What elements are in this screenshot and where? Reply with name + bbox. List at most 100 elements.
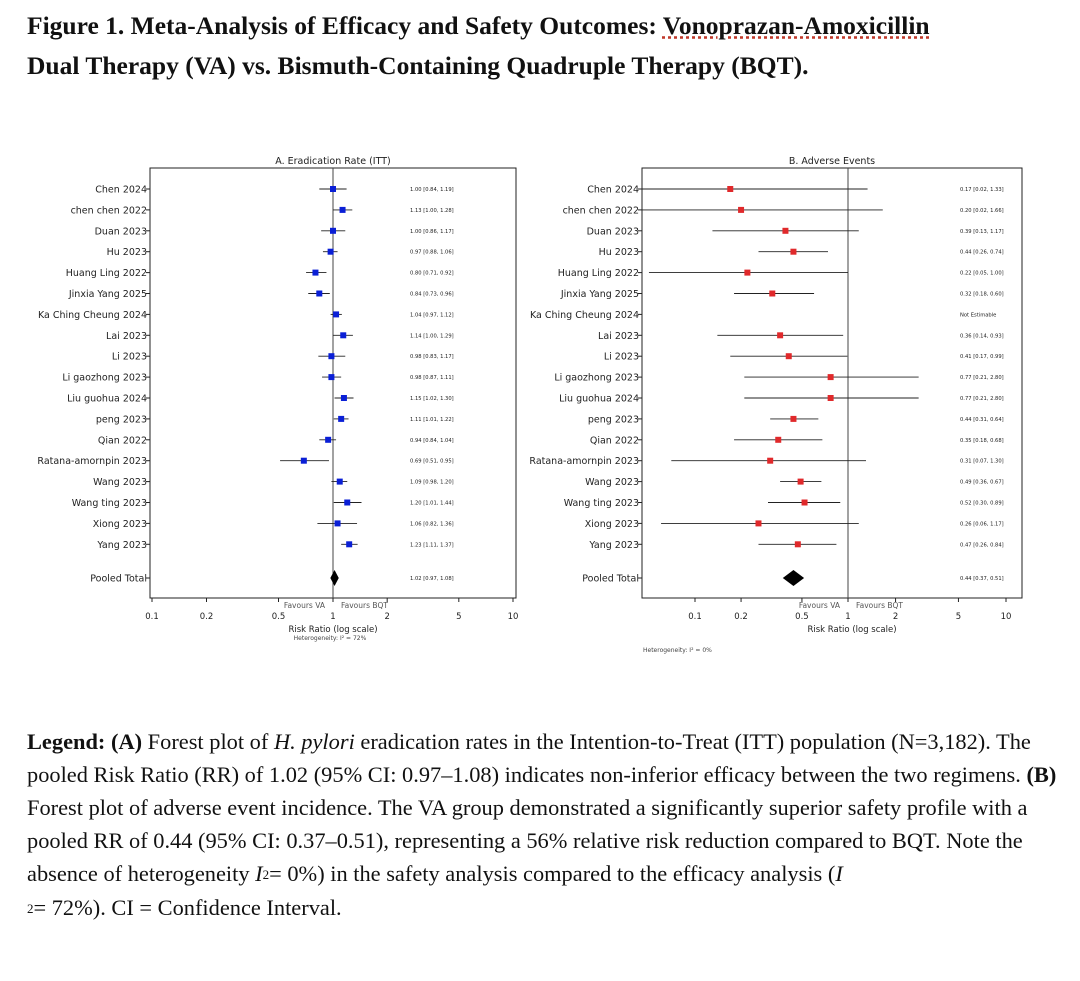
study-label-b-study-6: Ka Ching Cheung 2024	[530, 310, 639, 321]
point-marker-a-study-8	[328, 353, 335, 360]
ci-label-b-study-5: 0.32 [0.18, 0.60]	[960, 292, 1004, 298]
ci-label-a-study-7: 1.14 [1.00, 1.29]	[410, 333, 454, 339]
study-label-a-study-4: Huang Ling 2022	[66, 268, 147, 279]
pooled-diamond-b	[782, 570, 805, 586]
study-label-b-study-12: Qian 2022	[590, 435, 639, 446]
ci-label-a-study-14: 1.09 [0.98, 1.20]	[410, 480, 454, 486]
x-axis-label-b: Risk Ratio (log scale)	[807, 625, 896, 635]
ci-label-b-study-4: 0.22 [0.05, 1.00]	[960, 271, 1004, 277]
point-marker-a-study-3	[327, 248, 334, 255]
point-marker-a-study-1	[339, 206, 346, 213]
study-label-b-pooled: Pooled Total	[582, 574, 639, 585]
point-marker-a-study-15	[344, 499, 351, 506]
study-label-b-study-11: peng 2023	[588, 414, 639, 425]
point-marker-b-study-17	[794, 541, 801, 548]
ci-label-b-study-15: 0.52 [0.30, 0.89]	[960, 501, 1004, 507]
study-label-b-study-5: Jinxia Yang 2025	[560, 289, 639, 300]
ci-label-a-study-13: 0.69 [0.51, 0.95]	[410, 459, 454, 465]
study-label-a-study-5: Jinxia Yang 2025	[68, 289, 147, 300]
ci-label-b-study-2: 0.39 [0.13, 1.17]	[960, 229, 1004, 235]
study-label-b-study-14: Wang 2023	[585, 477, 639, 488]
ci-label-b-study-9: 0.77 [0.21, 2.80]	[960, 375, 1004, 381]
ci-label-a-study-3: 0.97 [0.88, 1.06]	[410, 250, 454, 256]
point-marker-a-study-6	[333, 311, 340, 318]
study-label-a-study-3: Hu 2023	[107, 247, 147, 258]
point-marker-b-study-12	[775, 436, 782, 443]
ci-label-a-study-15: 1.20 [1.01, 1.44]	[410, 501, 454, 507]
figure-title: Figure 1. Meta-Analysis of Efficacy and …	[27, 6, 1067, 86]
ci-label-a-study-16: 1.06 [0.82, 1.36]	[410, 521, 454, 527]
study-label-a-study-0: Chen 2024	[95, 185, 147, 196]
legend-sup1: 2	[262, 867, 270, 882]
point-marker-b-study-1	[738, 206, 745, 213]
ci-label-a-study-12: 0.94 [0.84, 1.04]	[410, 438, 454, 444]
x-tick-label-b-3: 1	[845, 612, 850, 622]
study-label-a-study-13: Ratana-amornpin 2023	[37, 456, 147, 467]
point-marker-a-study-2	[330, 227, 336, 234]
favours-left-a: Favours VA	[284, 601, 326, 610]
ci-label-b-study-0: 0.17 [0.02, 1.33]	[960, 187, 1004, 193]
ci-label-b-study-8: 0.41 [0.17, 0.99]	[960, 354, 1004, 360]
x-tick-label-a-0: 0.1	[145, 612, 159, 622]
ci-label-b-pooled: 0.44 [0.37, 0.51]	[960, 576, 1004, 582]
legend-text-b3: = 72%). CI = Confidence Interval.	[33, 895, 342, 920]
point-marker-b-study-8	[785, 353, 792, 360]
point-marker-a-study-9	[328, 374, 335, 381]
x-tick-label-b-5: 5	[956, 612, 961, 622]
x-tick-label-a-1: 0.2	[200, 612, 214, 622]
ci-label-b-study-1: 0.20 [0.02, 1.66]	[960, 208, 1004, 214]
study-label-b-study-7: Lai 2023	[598, 331, 639, 342]
ci-label-b-study-6: Not Estimable	[960, 312, 996, 318]
figure-legend: Legend: (A) Forest plot of H. pylori era…	[27, 725, 1057, 925]
study-label-b-study-4: Huang Ling 2022	[558, 268, 639, 279]
plot-title-b: B. Adverse Events	[789, 156, 875, 167]
ci-label-a-study-0: 1.00 [0.84, 1.19]	[410, 187, 454, 193]
ci-label-a-study-10: 1.15 [1.02, 1.30]	[410, 396, 454, 402]
ci-label-b-study-16: 0.26 [0.06, 1.17]	[960, 521, 1004, 527]
point-marker-b-study-7	[777, 332, 784, 339]
point-marker-b-study-11	[790, 415, 797, 422]
study-label-a-study-15: Wang ting 2023	[72, 498, 147, 509]
point-marker-a-study-10	[340, 395, 347, 401]
ci-label-b-study-3: 0.44 [0.26, 0.74]	[960, 250, 1004, 256]
ci-label-a-study-4: 0.80 [0.71, 0.92]	[410, 271, 454, 277]
favours-right-a: Favours BQT	[341, 601, 388, 610]
point-marker-b-study-14	[797, 478, 804, 485]
study-label-b-study-0: Chen 2024	[587, 185, 639, 196]
ci-label-b-study-7: 0.36 [0.14, 0.93]	[960, 333, 1004, 339]
study-label-a-study-17: Yang 2023	[96, 540, 147, 551]
study-label-b-study-2: Duan 2023	[587, 226, 639, 237]
point-marker-b-study-0	[727, 186, 734, 192]
ci-label-a-study-8: 0.98 [0.83, 1.17]	[410, 354, 454, 360]
point-marker-a-study-11	[338, 415, 345, 422]
ci-label-a-study-5: 0.84 [0.73, 0.96]	[410, 292, 454, 298]
study-label-a-study-11: peng 2023	[96, 414, 147, 425]
point-marker-b-study-15	[801, 499, 808, 506]
ci-label-b-study-14: 0.49 [0.36, 0.67]	[960, 480, 1004, 486]
point-marker-b-study-13	[767, 457, 774, 464]
point-marker-b-study-10	[827, 395, 834, 401]
plot-title-a: A. Eradication Rate (ITT)	[275, 156, 391, 167]
legend-label-b: (B)	[1026, 762, 1057, 787]
x-tick-label-a-2: 0.5	[272, 612, 286, 622]
point-marker-a-study-5	[316, 290, 323, 297]
point-marker-a-study-12	[325, 436, 332, 443]
ci-label-a-study-6: 1.04 [0.97, 1.12]	[410, 312, 454, 318]
legend-heading: Legend:	[27, 729, 106, 754]
x-tick-label-b-0: 0.1	[688, 612, 702, 622]
point-marker-a-study-16	[334, 520, 341, 527]
point-marker-b-study-3	[790, 248, 797, 255]
ci-label-a-study-11: 1.11 [1.01, 1.22]	[410, 417, 454, 423]
point-marker-a-study-7	[340, 332, 347, 339]
ci-label-a-study-17: 1.23 [1.11, 1.37]	[410, 542, 454, 548]
study-label-b-study-8: Li 2023	[604, 352, 639, 363]
study-label-b-study-1: chen chen 2022	[563, 205, 639, 216]
ci-label-a-pooled: 1.02 [0.97, 1.08]	[410, 576, 454, 582]
ci-label-a-study-9: 0.98 [0.87, 1.11]	[410, 375, 454, 381]
x-tick-label-a-5: 5	[456, 612, 461, 622]
point-marker-b-study-5	[769, 290, 776, 297]
favours-left-b: Favours VA	[799, 601, 841, 610]
x-axis-label-a: Risk Ratio (log scale)	[288, 625, 377, 635]
forest-plots: A. Eradication Rate (ITT) 0.1 0.2 0.5 1 2 5 10 F…	[37, 156, 1023, 654]
point-marker-a-study-14	[336, 478, 343, 485]
